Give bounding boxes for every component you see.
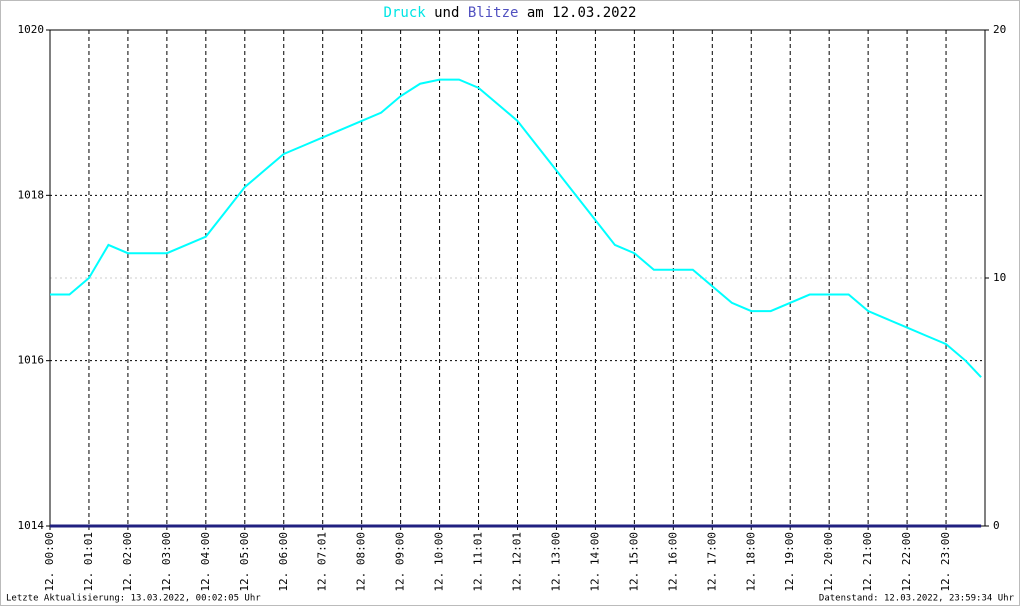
x-tick-label: 12. 17:00 <box>705 532 718 592</box>
x-tick-label: 12. 03:00 <box>160 532 173 592</box>
x-tick-label: 12. 19:00 <box>783 532 796 592</box>
x-tick-label: 12. 15:00 <box>627 532 640 592</box>
x-tick-label: 12. 23:00 <box>939 532 952 592</box>
y-tick-label: 1016 <box>18 354 45 367</box>
x-tick-label: 12. 20:00 <box>822 532 835 592</box>
y-tick-label: 1014 <box>18 519 45 532</box>
footer-left: Letzte Aktualisierung: 13.03.2022, 00:02… <box>6 594 261 604</box>
y-tick-label: 1020 <box>18 23 45 36</box>
x-tick-label: 12. 10:00 <box>433 532 446 592</box>
x-tick-label: 12. 22:00 <box>900 532 913 592</box>
x-tick-label: 12. 04:00 <box>199 532 212 592</box>
x-tick-label: 12. 11:01 <box>472 532 485 592</box>
x-tick-label: 12. 01:01 <box>82 532 95 592</box>
y2-tick-label: 0 <box>993 519 1000 532</box>
title-part: und <box>434 5 459 21</box>
title-part: Blitze <box>468 5 519 21</box>
x-tick-label: 12. 18:00 <box>744 532 757 592</box>
x-tick-label: 12. 07:01 <box>316 532 329 592</box>
chart-title: Druck und Blitze am 12.03.2022 <box>384 5 637 21</box>
footer-right: Datenstand: 12.03.2022, 23:59:34 Uhr <box>819 594 1015 604</box>
x-tick-label: 12. 09:00 <box>394 532 407 592</box>
y2-tick-label: 10 <box>993 271 1006 284</box>
x-tick-label: 12. 06:00 <box>277 532 290 592</box>
x-tick-label: 12. 13:00 <box>549 532 562 592</box>
x-tick-label: 12. 14:00 <box>588 532 601 592</box>
data-line <box>50 78 982 378</box>
x-tick-label: 12. 08:00 <box>355 532 368 592</box>
x-tick-label: 12. 00:00 <box>43 532 56 592</box>
x-tick-label: 12. 12:01 <box>511 532 524 592</box>
title-part: Druck <box>384 5 427 21</box>
x-tick-label: 12. 05:00 <box>238 532 251 592</box>
title-part: am 12.03.2022 <box>527 5 637 21</box>
x-tick-label: 12. 02:00 <box>121 532 134 592</box>
x-tick-label: 12. 16:00 <box>666 532 679 592</box>
y2-tick-label: 20 <box>993 23 1006 36</box>
x-tick-label: 12. 21:00 <box>861 532 874 592</box>
y-tick-label: 1018 <box>18 188 45 201</box>
